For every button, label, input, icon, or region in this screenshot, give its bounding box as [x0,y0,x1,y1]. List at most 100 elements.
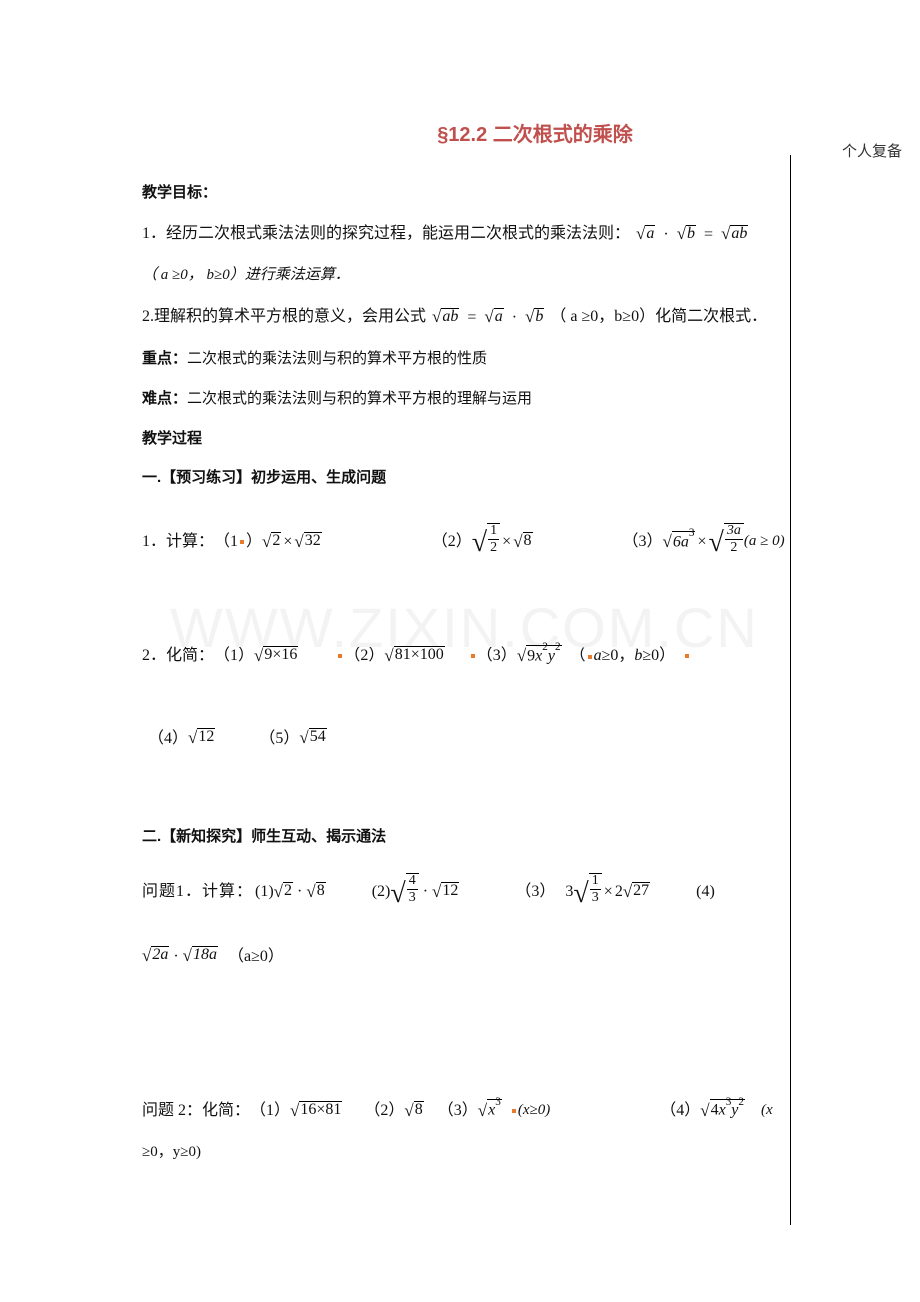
sqrt-a-2: a [494,308,504,326]
v: 2 [271,532,281,550]
num: 3a [725,524,743,540]
v: 9 [527,647,535,664]
mubiao-line2: 2.理解积的算术平方根的意义，会用公式 √ab = √a · √b （ a ≥0… [142,295,868,339]
label: 问题1．计算： [142,871,253,913]
times: × [604,871,613,913]
num: (2) [372,871,391,913]
num: （3） [477,635,517,677]
num: （4） [148,718,188,760]
num: (1) [255,871,274,913]
dot: · [423,871,428,913]
dot: · [663,226,668,243]
v: 8 [414,1101,424,1119]
zhongdian: 重点：二次根式的乘法法则与积的算术平方根的性质 [142,339,868,379]
label: 2．化简： [142,635,214,677]
num: （1 [214,521,238,563]
mubiao-line1-cond: （ a ≥0， b≥0）进行乘法运算． [142,256,868,295]
q1-row: 问题1．计算： (1) √2 · √8 (2) √43 · √12 （3） 3 … [142,856,802,929]
mubiao-line1: 1．经历二次根式乘法法则的探究过程，能运用二次根式的乘法法则： √a · √b … [142,212,868,256]
v: 27 [632,882,650,900]
text: （ a ≥0，b≥0）化简二次根式． [550,296,767,338]
sqrt-ab-2: ab [441,308,459,326]
dot: · [173,936,178,978]
orange-dot-icon [685,654,689,658]
num: （3） [438,1090,478,1132]
sqrt-a: a [645,225,655,243]
v: 8 [316,882,326,900]
orange-dot-icon [512,1109,516,1113]
v: 4 [711,1102,719,1119]
heading-mubiao: 教学目标： [142,173,868,212]
cond: (a ≥ 0) [744,522,785,561]
y: y [548,647,555,664]
v: 81×100 [394,646,445,664]
orange-dot-icon [240,540,244,544]
paren: ） [246,521,262,563]
orange-dot-icon [588,655,592,659]
sup: 3 [689,527,695,539]
label: 1．计算： [142,521,214,563]
simplify-row-1: 2．化简： （1） √9×16 （2） √81×100 （3） √9x2y2 （… [142,634,868,678]
num: （5） [259,718,299,760]
x: x [719,1102,726,1119]
times: × [502,521,511,563]
text: 2.理解积的算术平方根的意义，会用公式 [142,296,426,338]
text: 二次根式的乘法法则与积的算术平方根的性质 [187,351,487,367]
page-title: §12.2 二次根式的乘除 [142,118,868,147]
d: 3 [407,890,418,905]
times: × [283,521,292,563]
cond: (x [761,1091,773,1130]
label: 难点： [142,390,187,407]
v: 18a [192,946,218,964]
sqrt-b: b [686,225,696,243]
cond: （a≥0） [228,936,284,978]
eq: = [704,226,713,243]
label: 问题 2：化简： [142,1090,250,1132]
dot: · [512,309,517,326]
q2-row: 问题 2：化简： （1） √16×81 （2） √8 （3） √x3 (x≥0)… [142,1089,802,1133]
n: 4 [407,874,418,890]
den: 2 [488,540,499,555]
den: 2 [725,540,743,555]
v: 8 [523,532,533,550]
num: （3） [623,521,663,563]
num: （2） [344,635,384,677]
coef: 2 [615,871,623,913]
coef: 3 [565,871,573,913]
v: 2 [283,882,293,900]
label: 重点： [142,350,187,367]
dot: · [297,871,302,913]
num: （4） [660,1090,700,1132]
num: (4) [696,871,715,913]
sqrt-ab: ab [730,225,748,243]
heading-tanjiu: 二.【新知探究】师生互动、揭示通法 [142,817,868,856]
num: （2） [432,521,472,563]
q1-row-2: √2a · √18a （a≥0） [142,934,868,978]
text: 1．经历二次根式乘法法则的探究过程，能运用二次根式的乘法法则： [142,213,630,255]
q2-cond-line2: ≥0，y≥0) [142,1133,868,1172]
num: （3） [515,871,555,913]
heading-guocheng: 教学过程 [142,419,868,458]
v: 32 [304,532,322,550]
text: 二次根式的乘法法则与积的算术平方根的理解与运用 [187,391,532,407]
calc-row-1: 1．计算： （1） √2 × √32 （2） √12 × √8 （3） √6a3… [142,505,802,578]
vertical-divider [790,155,791,1225]
num: （2） [364,1090,404,1132]
v: 54 [309,728,327,746]
v: 12 [441,882,459,900]
orange-dot-icon [471,654,475,658]
eq: = [467,309,476,326]
heading-yuxi: 一.【预习练习】初步运用、生成问题 [142,458,868,497]
times: × [697,521,706,563]
v: 12 [197,728,215,746]
d: 3 [590,890,601,905]
num: （1） [250,1090,290,1132]
sqrt-b-2: b [534,308,544,326]
nandian: 难点：二次根式的乘法法则与积的算术平方根的理解与运用 [142,379,868,419]
num: （1） [214,635,254,677]
v: 16×81 [299,1101,342,1119]
v: 9×16 [263,646,298,664]
v: 2a [151,946,169,964]
num: 1 [488,524,499,540]
v: 6a [673,533,689,550]
